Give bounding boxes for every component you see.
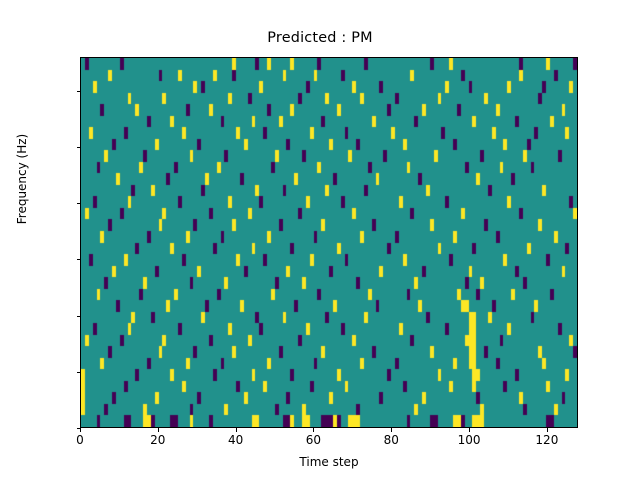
y-tick-mark <box>76 203 80 205</box>
x-tick-label: 120 <box>535 433 559 447</box>
x-tick-label: 0 <box>76 433 84 447</box>
x-tick-mark <box>235 428 237 432</box>
x-tick-mark <box>469 428 471 432</box>
y-tick-mark <box>76 315 80 317</box>
x-tick-mark <box>80 428 81 432</box>
x-tick-mark <box>391 428 393 432</box>
y-tick-mark <box>76 371 80 373</box>
y-tick-mark <box>76 428 80 429</box>
y-tick-mark <box>76 259 80 261</box>
x-tick-mark <box>313 428 315 432</box>
x-axis-label: Time step <box>299 455 359 469</box>
x-tick-mark <box>546 428 548 432</box>
heatmap-canvas <box>81 58 577 427</box>
y-axis-label: Frequency (Hz) <box>15 133 29 225</box>
y-tick-mark <box>76 146 80 148</box>
x-tick-label: 20 <box>150 433 166 447</box>
x-tick-label: 60 <box>305 433 322 447</box>
x-tick-mark <box>157 428 159 432</box>
x-tick-label: 40 <box>227 433 244 447</box>
chart-title: Predicted : PM <box>267 30 373 46</box>
x-tick-label: 80 <box>383 433 399 447</box>
x-tick-label: 100 <box>457 433 481 447</box>
y-tick-mark <box>76 90 80 92</box>
heatmap-axes <box>80 57 578 428</box>
